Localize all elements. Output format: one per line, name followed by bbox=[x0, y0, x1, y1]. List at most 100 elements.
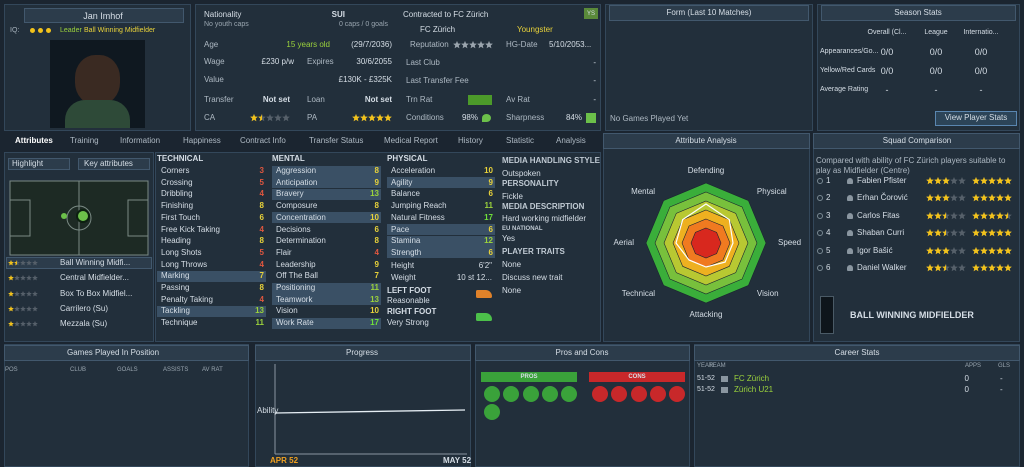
tab[interactable]: Statistic bbox=[506, 136, 535, 145]
label: Appearances/Go... bbox=[820, 48, 879, 55]
label: 6 bbox=[488, 247, 493, 257]
label: Leadership bbox=[276, 259, 316, 269]
label: Heading bbox=[161, 236, 191, 246]
status-badge-box bbox=[584, 8, 598, 19]
label: Erhan Čorović bbox=[857, 193, 908, 203]
label: Squad Comparison bbox=[882, 136, 952, 145]
button[interactable]: View Player Stats bbox=[944, 113, 1008, 122]
label: Vision bbox=[276, 306, 298, 316]
tab[interactable]: Analysis bbox=[556, 136, 586, 145]
tab[interactable]: Transfer Status bbox=[309, 136, 364, 145]
pro-icon bbox=[561, 386, 577, 402]
tab[interactable]: Information bbox=[120, 136, 161, 145]
label: 0/0 bbox=[929, 47, 943, 57]
key-attribute-row bbox=[272, 165, 381, 177]
bottom-panel bbox=[255, 344, 471, 467]
label: 8 bbox=[259, 236, 264, 246]
label: 84% bbox=[565, 113, 582, 122]
star-rating bbox=[8, 260, 38, 266]
label: Outspoken bbox=[502, 169, 541, 178]
bottom-panel bbox=[694, 344, 1020, 467]
tab[interactable]: History bbox=[458, 136, 483, 145]
label: Ability bbox=[257, 406, 279, 415]
progress-chart bbox=[274, 364, 467, 455]
key-attribute-row bbox=[387, 235, 495, 247]
key-attribute-row bbox=[157, 270, 266, 282]
label: Shaban Curri bbox=[857, 228, 905, 238]
label: Work Rate bbox=[276, 318, 314, 328]
label: Height bbox=[391, 261, 415, 270]
star-rating bbox=[926, 211, 966, 220]
tab[interactable]: Training bbox=[70, 136, 99, 145]
label: Form (Last 10 Matches) bbox=[666, 8, 752, 17]
label: Compared with ability of FC Zürich playe… bbox=[816, 156, 1006, 175]
label: League bbox=[924, 29, 948, 36]
label: Central Midfielder... bbox=[60, 273, 129, 283]
label: Finishing bbox=[161, 201, 194, 211]
label: Conditions bbox=[406, 113, 444, 122]
label: IQ: bbox=[10, 27, 20, 34]
tab[interactable]: Happiness bbox=[183, 136, 221, 145]
label: 3 bbox=[259, 166, 264, 175]
label: Natural Fitness bbox=[391, 212, 445, 222]
radar-label: Speed bbox=[778, 238, 802, 247]
label: Internatio... bbox=[963, 29, 999, 36]
label: YS bbox=[586, 11, 596, 17]
label: Fabien Pfister bbox=[857, 176, 907, 185]
pro-icon bbox=[523, 386, 539, 402]
label: Sharpness bbox=[506, 113, 545, 122]
label: 4 bbox=[259, 294, 264, 304]
panel-header bbox=[4, 345, 249, 361]
label: 7 bbox=[259, 271, 264, 281]
tab[interactable]: Contract Info bbox=[240, 136, 286, 145]
label: 8 bbox=[374, 166, 379, 175]
label: Last Club bbox=[406, 58, 440, 67]
label: TECHNICAL bbox=[157, 154, 204, 163]
label: Progress bbox=[345, 348, 379, 357]
face bbox=[75, 55, 120, 105]
label: Hard working midfielder bbox=[502, 214, 587, 223]
radar-label: Attacking bbox=[689, 310, 723, 319]
player-name: Jan Imhof bbox=[83, 11, 123, 21]
label: Age bbox=[204, 40, 219, 49]
label: BALL WINNING MIDFIELDER bbox=[850, 310, 974, 320]
label: 5 bbox=[259, 177, 264, 187]
star-rating bbox=[926, 229, 966, 237]
star-rating bbox=[8, 275, 38, 281]
con-icon bbox=[669, 386, 685, 402]
label: HG-Date bbox=[506, 40, 538, 49]
dropdown bbox=[8, 158, 70, 170]
label: - bbox=[979, 85, 983, 95]
star-rating bbox=[972, 229, 1012, 237]
label: MAY 52 bbox=[443, 456, 472, 465]
label: 0 bbox=[964, 374, 969, 383]
label: 4 bbox=[826, 228, 831, 238]
label: 6 bbox=[488, 224, 493, 234]
star-rating bbox=[352, 114, 392, 122]
label: MENTAL bbox=[272, 154, 305, 163]
label[interactable]: Key attributes bbox=[84, 159, 133, 168]
label: 6 bbox=[374, 224, 379, 234]
label: 51-52 bbox=[697, 375, 715, 382]
tab[interactable]: Attributes bbox=[15, 136, 53, 145]
label: Passing bbox=[161, 283, 190, 292]
sharpness-icon bbox=[586, 113, 596, 123]
key-attribute-row bbox=[387, 247, 495, 259]
key-attribute-row bbox=[272, 317, 381, 329]
label: 10 bbox=[370, 306, 379, 316]
label[interactable]: Highlight bbox=[12, 159, 44, 168]
label: 0/0 bbox=[974, 47, 988, 57]
label: 51-52 bbox=[697, 386, 715, 393]
radar-label: Mental bbox=[631, 187, 656, 197]
person-icon bbox=[847, 230, 853, 237]
label: Igor Bašić bbox=[857, 245, 893, 255]
label: Crossing bbox=[161, 177, 193, 187]
star-rating bbox=[926, 264, 966, 272]
radar-label: Aerial bbox=[613, 238, 634, 247]
star-rating bbox=[926, 194, 966, 202]
radar-label: Defending bbox=[687, 166, 725, 175]
key-attribute-row bbox=[272, 294, 381, 306]
label: 4 bbox=[374, 247, 379, 257]
tab[interactable]: Medical Report bbox=[384, 136, 438, 145]
panel-header bbox=[609, 5, 809, 21]
